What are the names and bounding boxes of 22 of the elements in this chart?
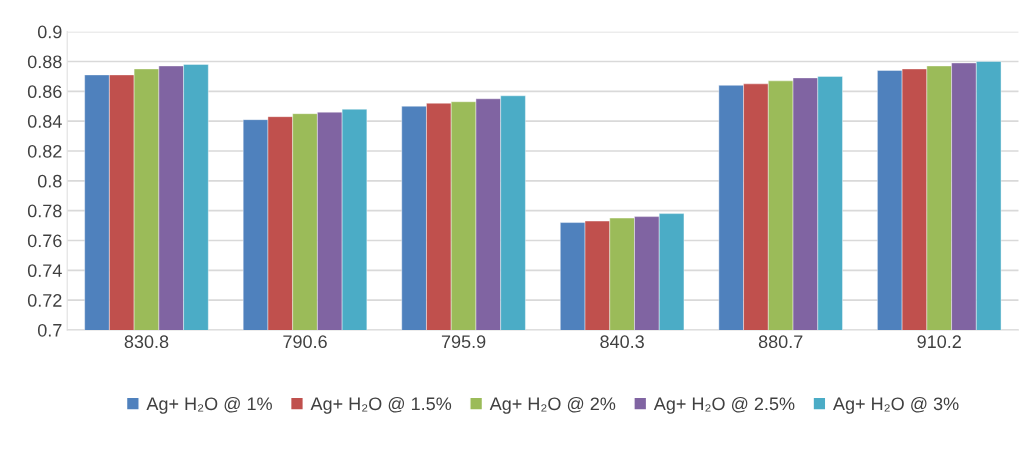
- legend-label: Ag+ H₂O @ 3%: [833, 396, 959, 414]
- legend-label: Ag+ H₂O @ 1%: [146, 396, 272, 414]
- y-tick-label: 0.82: [27, 144, 62, 158]
- y-tick-label: 0.74: [27, 264, 62, 278]
- legend-label: Ag+ H₂O @ 2.5%: [653, 396, 795, 414]
- x-tick-label: 830.8: [124, 335, 169, 349]
- y-tick-label: 0.7: [37, 323, 62, 337]
- y-tick-label: 0.72: [27, 294, 62, 307]
- legend-label: Ag+ H₂O @ 1.5%: [310, 396, 452, 414]
- y-tick-label: 0.86: [27, 85, 62, 99]
- y-tick-label: 0.76: [27, 234, 62, 248]
- y-tick-label: 0.84: [27, 115, 62, 128]
- y-tick-label: 0.78: [27, 204, 62, 218]
- y-tick-label: 0.9: [37, 25, 62, 39]
- x-tick-label: 880.7: [758, 335, 803, 349]
- legend-label: Ag+ H₂O @ 2%: [489, 396, 616, 414]
- y-tick-label: 0.8: [37, 174, 62, 188]
- x-tick-label: 910.2: [917, 335, 961, 349]
- y-tick-label: 0.88: [27, 55, 62, 69]
- x-tick-label: 790.6: [283, 335, 327, 349]
- x-tick-label: 795.9: [441, 335, 486, 349]
- x-tick-label: 840.3: [600, 335, 644, 349]
